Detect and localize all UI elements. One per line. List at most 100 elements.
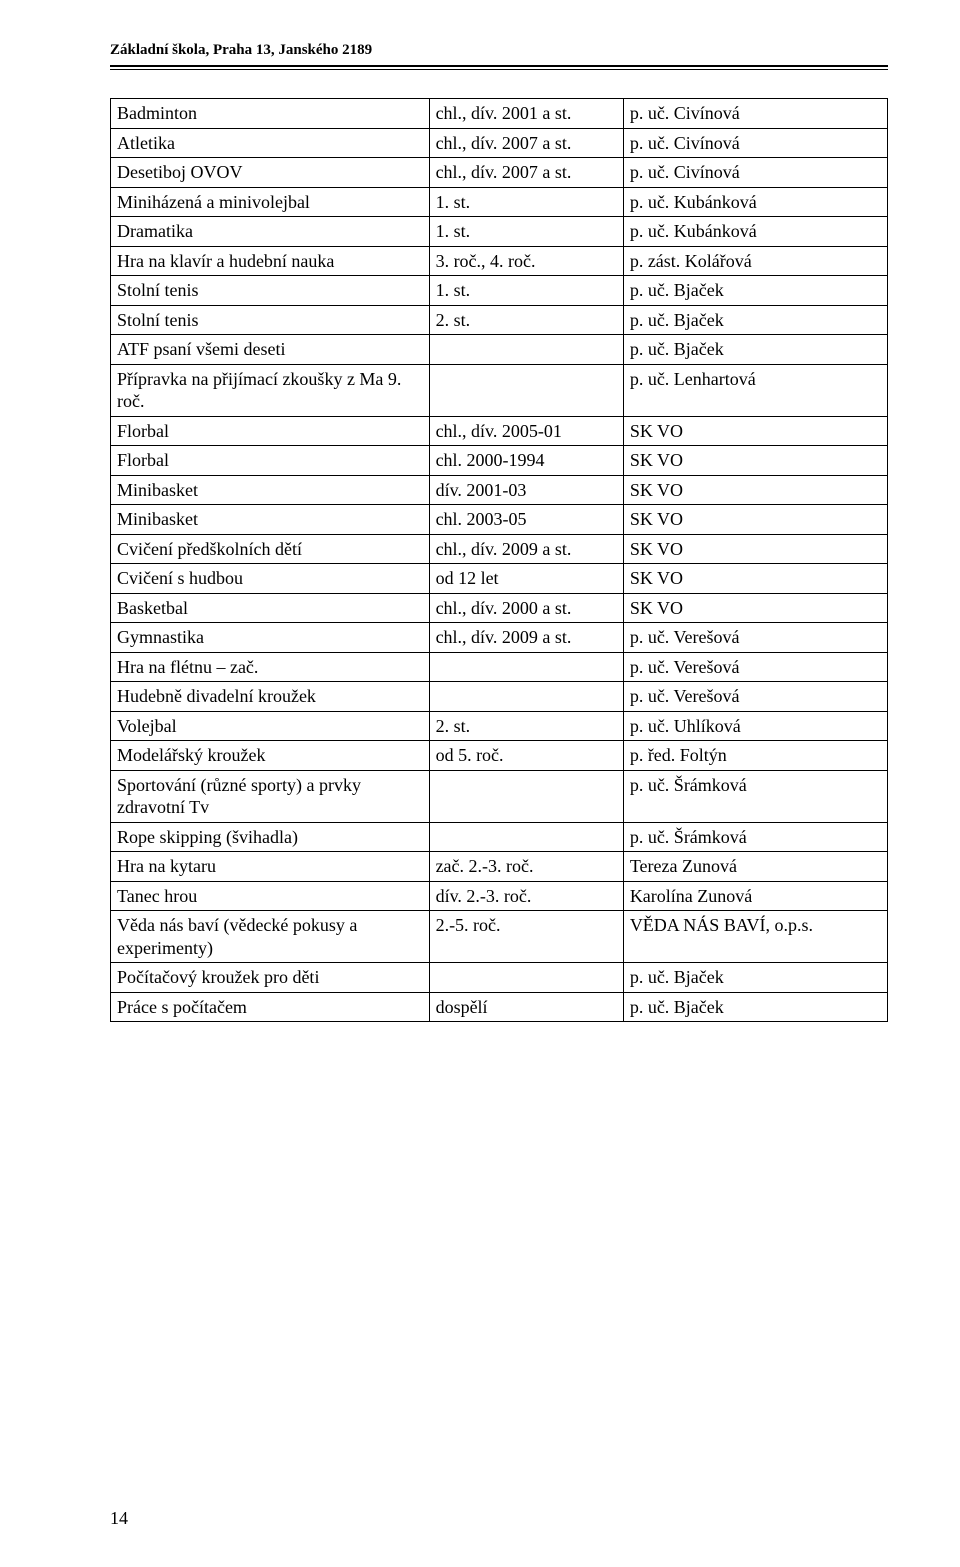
activity-cell: Stolní tenis [111,276,430,306]
table-row: Stolní tenis1. st.p. uč. Bjaček [111,276,888,306]
table-row: Cvičení předškolních dětíchl., dív. 2009… [111,534,888,564]
table-row: Basketbalchl., dív. 2000 a st.SK VO [111,593,888,623]
leader-cell: Karolína Zunová [623,881,887,911]
leader-cell: p. uč. Verešová [623,623,887,653]
leader-cell: p. uč. Kubánková [623,187,887,217]
activity-cell: Hra na kytaru [111,852,430,882]
leader-cell: p. uč. Kubánková [623,217,887,247]
page-number: 14 [110,1508,128,1529]
activity-cell: Sportování (různé sporty) a prvky zdravo… [111,770,430,822]
table-row: Přípravka na přijímací zkoušky z Ma 9. r… [111,364,888,416]
leader-cell: SK VO [623,564,887,594]
activity-cell: Hra na klavír a hudební nauka [111,246,430,276]
activity-cell: Florbal [111,416,430,446]
who-cell [429,963,623,993]
activity-cell: Modelářský kroužek [111,741,430,771]
table-row: Minibasketdív. 2001-03SK VO [111,475,888,505]
activity-cell: Tanec hrou [111,881,430,911]
leader-cell: p. uč. Bjaček [623,335,887,365]
table-row: Minibasketchl. 2003-05SK VO [111,505,888,535]
who-cell: 1. st. [429,276,623,306]
table-row: Práce s počítačem dospělí p. uč. Bjaček [111,992,888,1022]
table-row: Modelářský kroužekod 5. roč.p. řed. Folt… [111,741,888,771]
leader-cell: p. zást. Kolářová [623,246,887,276]
table-row: Volejbal2. st.p. uč. Uhlíková [111,711,888,741]
table-row: Florbalchl. 2000-1994SK VO [111,446,888,476]
who-cell: dív. 2.-3. roč. [429,881,623,911]
table-row: Sportování (různé sporty) a prvky zdravo… [111,770,888,822]
leader-cell: p. uč. Civínová [623,128,887,158]
who-cell: chl., dív. 2007 a st. [429,128,623,158]
activity-cell: Rope skipping (švihadla) [111,822,430,852]
header-rule-thick [110,65,888,67]
table-row: Gymnastikachl., dív. 2009 a st.p. uč. Ve… [111,623,888,653]
leader-cell: p. uč. Civínová [623,158,887,188]
activity-cell: Přípravka na přijímací zkoušky z Ma 9. r… [111,364,430,416]
who-cell: 2. st. [429,305,623,335]
who-cell: chl. 2000-1994 [429,446,623,476]
table-row: Hra na kytaruzač. 2.-3. roč.Tereza Zunov… [111,852,888,882]
table-row: Věda nás baví (vědecké pokusy a experime… [111,911,888,963]
activity-cell: Minibasket [111,505,430,535]
leader-cell: p. uč. Verešová [623,682,887,712]
table-row: Hudebně divadelní kroužek p. uč. Verešová [111,682,888,712]
activity-cell: Počítačový kroužek pro děti [111,963,430,993]
page: Základní škola, Praha 13, Janského 2189 … [0,0,960,1567]
leader-cell: p. uč. Verešová [623,652,887,682]
who-cell: od 5. roč. [429,741,623,771]
table-row: Miniházená a minivolejbal1. st.p. uč. Ku… [111,187,888,217]
who-cell: chl., dív. 2009 a st. [429,534,623,564]
leader-cell: SK VO [623,416,887,446]
leader-cell: SK VO [623,534,887,564]
leader-cell: p. uč. Lenhartová [623,364,887,416]
who-cell: 3. roč., 4. roč. [429,246,623,276]
who-cell [429,770,623,822]
activity-cell: Hudebně divadelní kroužek [111,682,430,712]
activity-cell: Dramatika [111,217,430,247]
table-row: Hra na klavír a hudební nauka3. roč., 4.… [111,246,888,276]
activity-cell: Hra na flétnu – zač. [111,652,430,682]
who-cell [429,364,623,416]
leader-cell: p. uč. Bjaček [623,276,887,306]
activity-cell: Věda nás baví (vědecké pokusy a experime… [111,911,430,963]
table-row: ATF psaní všemi deseti p. uč. Bjaček [111,335,888,365]
activity-cell: Stolní tenis [111,305,430,335]
who-cell: 1. st. [429,217,623,247]
leader-cell: p. uč. Bjaček [623,992,887,1022]
who-cell: zač. 2.-3. roč. [429,852,623,882]
table-row: Dramatika1. st.p. uč. Kubánková [111,217,888,247]
leader-cell: p. uč. Civínová [623,99,887,129]
who-cell: chl., dív. 2000 a st. [429,593,623,623]
leader-cell: p. uč. Šrámková [623,822,887,852]
activity-cell: Cvičení předškolních dětí [111,534,430,564]
activity-cell: Florbal [111,446,430,476]
who-cell: 1. st. [429,187,623,217]
leader-cell: SK VO [623,475,887,505]
who-cell: 2. st. [429,711,623,741]
table-row: Florbalchl., dív. 2005-01SK VO [111,416,888,446]
activity-cell: Práce s počítačem [111,992,430,1022]
who-cell: dív. 2001-03 [429,475,623,505]
leader-cell: p. uč. Bjaček [623,305,887,335]
header-rule-thin [110,69,888,70]
activities-table: Badmintonchl., dív. 2001 a st.p. uč. Civ… [110,98,888,1022]
activity-cell: Basketbal [111,593,430,623]
leader-cell: p. uč. Šrámková [623,770,887,822]
table-row: Desetiboj OVOVchl., dív. 2007 a st.p. uč… [111,158,888,188]
leader-cell: SK VO [623,505,887,535]
who-cell: chl., dív. 2009 a st. [429,623,623,653]
leader-cell: Tereza Zunová [623,852,887,882]
activity-cell: Cvičení s hudbou [111,564,430,594]
leader-cell: SK VO [623,593,887,623]
who-cell: chl., dív. 2007 a st. [429,158,623,188]
table-row: Badmintonchl., dív. 2001 a st.p. uč. Civ… [111,99,888,129]
activity-cell: Minibasket [111,475,430,505]
who-cell [429,335,623,365]
who-cell [429,682,623,712]
activity-cell: Desetiboj OVOV [111,158,430,188]
table-row: Atletikachl., dív. 2007 a st.p. uč. Civí… [111,128,888,158]
activity-cell: Badminton [111,99,430,129]
activity-cell: Gymnastika [111,623,430,653]
activity-cell: ATF psaní všemi deseti [111,335,430,365]
table-row: Hra na flétnu – zač. p. uč. Verešová [111,652,888,682]
